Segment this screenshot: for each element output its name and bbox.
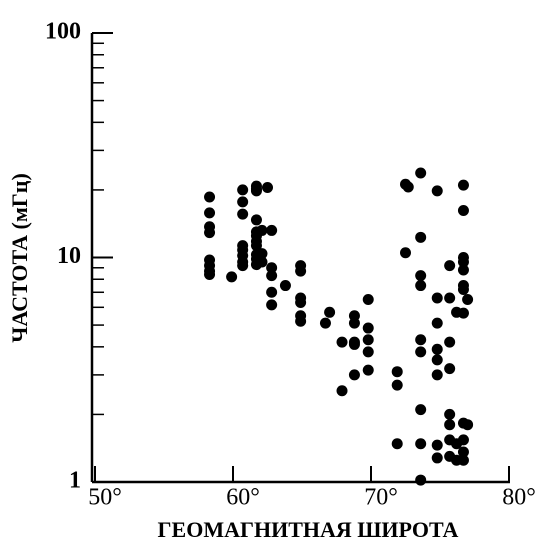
point <box>348 338 360 350</box>
point <box>462 419 474 431</box>
point <box>457 204 469 216</box>
point <box>462 294 474 306</box>
point <box>348 317 360 329</box>
point <box>431 439 443 451</box>
point <box>400 247 411 259</box>
point <box>431 369 443 381</box>
point <box>457 434 469 446</box>
point <box>226 271 238 283</box>
point <box>262 182 273 194</box>
point <box>415 167 427 179</box>
point <box>444 363 456 375</box>
point <box>204 227 216 239</box>
x-tick-label: 80° <box>502 485 536 511</box>
point <box>362 322 374 334</box>
point <box>319 317 331 329</box>
point <box>250 214 262 226</box>
point <box>444 408 456 420</box>
point <box>295 315 307 327</box>
point <box>415 231 427 243</box>
point <box>457 179 469 191</box>
point <box>431 452 443 464</box>
point <box>444 419 456 431</box>
point <box>457 454 469 466</box>
point <box>336 336 348 348</box>
point <box>279 280 291 292</box>
point <box>266 262 278 274</box>
point <box>237 208 249 220</box>
point <box>266 224 278 236</box>
x-tick-label: 50° <box>88 485 122 511</box>
point <box>362 346 374 358</box>
point <box>402 181 414 193</box>
point <box>204 268 216 280</box>
point <box>444 292 456 304</box>
point <box>204 207 216 219</box>
point <box>266 270 278 282</box>
point <box>457 256 469 268</box>
point <box>415 270 427 282</box>
point <box>362 294 374 306</box>
y-tick-label: 1 <box>69 468 81 494</box>
point <box>431 185 443 197</box>
point <box>256 256 268 268</box>
point <box>266 286 278 298</box>
point <box>256 248 268 260</box>
point <box>256 224 268 236</box>
point <box>250 185 262 197</box>
point <box>415 334 427 346</box>
point <box>457 307 469 319</box>
x-axis-label: ГЕОМАГНИТНАЯ ШИРОТА <box>158 517 459 542</box>
point <box>362 334 374 346</box>
point <box>431 317 443 329</box>
point <box>324 306 336 318</box>
y-tick-label: 100 <box>45 19 81 45</box>
point <box>295 265 307 277</box>
y-axis-label: ЧАСТОТА (мГц) <box>7 173 32 343</box>
point <box>415 404 427 416</box>
point <box>457 264 469 276</box>
point <box>391 366 403 378</box>
point <box>362 364 374 376</box>
point <box>431 292 443 304</box>
point <box>391 438 403 450</box>
point <box>237 260 249 272</box>
point <box>336 385 348 397</box>
point <box>415 280 427 292</box>
point <box>415 346 427 358</box>
point <box>431 343 443 355</box>
point <box>431 354 443 366</box>
point <box>250 240 262 252</box>
y-tick-label: 10 <box>57 243 81 269</box>
point <box>266 299 278 311</box>
point <box>444 336 456 348</box>
point <box>415 474 427 486</box>
point <box>237 196 249 208</box>
point <box>204 191 216 203</box>
point <box>444 260 456 272</box>
point <box>415 438 427 450</box>
x-tick-label: 60° <box>226 485 260 511</box>
x-tick-label: 70° <box>364 485 398 511</box>
point <box>295 297 307 309</box>
point <box>457 284 469 296</box>
point <box>457 446 469 458</box>
point <box>391 379 403 391</box>
point <box>348 369 360 381</box>
point <box>237 184 249 196</box>
